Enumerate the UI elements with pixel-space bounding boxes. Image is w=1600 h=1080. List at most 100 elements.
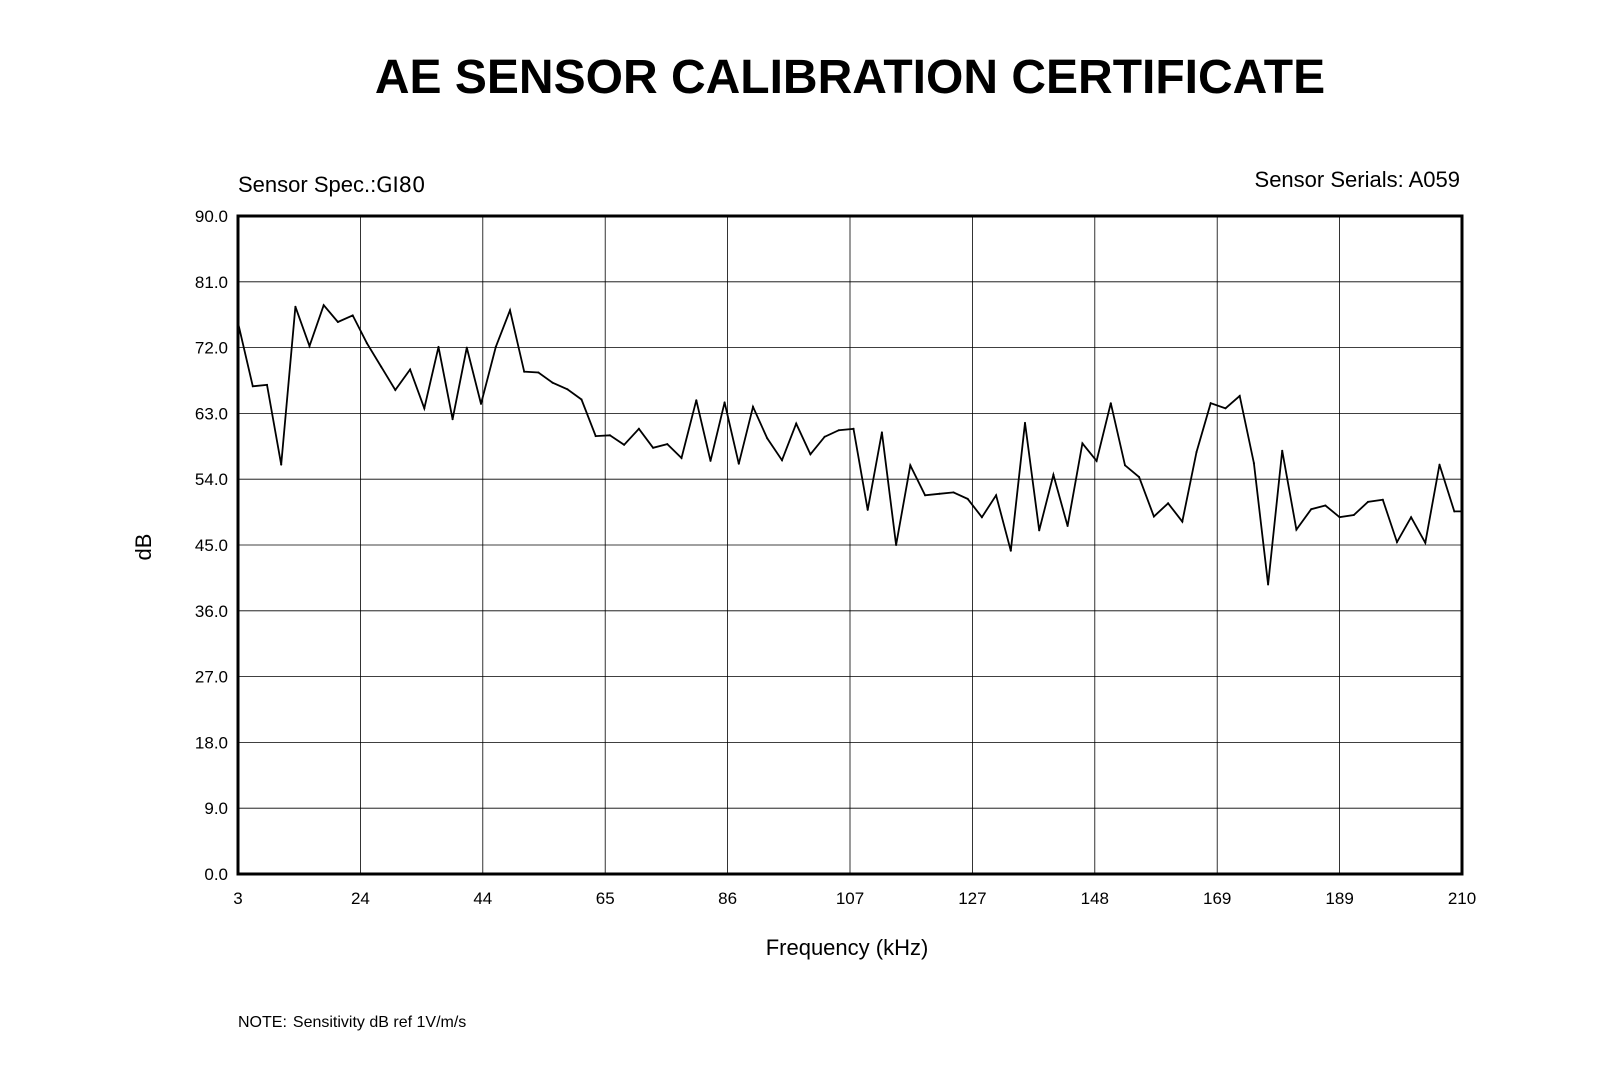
data-point [1095,459,1098,462]
data-point [594,435,597,438]
x-tick-label: 86 [718,889,737,908]
data-point [1281,449,1284,452]
data-point [1152,515,1155,518]
data-point [322,304,325,307]
x-tick-label: 107 [836,889,864,908]
data-point [1424,541,1427,544]
y-axis-label: dB [131,534,156,561]
data-point [623,443,626,446]
y-tick-label: 27.0 [195,668,228,687]
y-tick-labels: 0.0 9.0 18.0 27.0 36.0 45.0 54.0 63.0 72.0 81.0 90… [195,207,228,884]
sensor-spec: Sensor Spec.:GI80 [238,172,425,198]
sensor-serial-value: A059 [1408,167,1460,192]
data-point [1238,394,1241,397]
data-point [1224,407,1227,410]
x-tick-label: 210 [1448,889,1476,908]
data-point [737,462,740,465]
data-point [509,309,511,312]
y-tick-label: 9.0 [204,799,228,818]
data-point [909,464,912,467]
x-tick-label: 189 [1325,889,1353,908]
data-point [1410,516,1413,519]
y-tick-label: 63.0 [195,404,228,423]
x-tick-label: 3 [233,889,242,908]
data-point [566,388,569,391]
data-point [666,443,669,446]
data-point [852,427,855,430]
data-point [1038,529,1041,532]
note: NOTE: Sensitivity dB ref 1V/m/s [238,1014,466,1032]
data-point [280,463,283,466]
x-tick-labels: 3 24 44 65 86 107 127 148 169 189 210 [233,889,1476,908]
data-point [823,435,826,438]
sensor-serial: Sensor Serials: A059 [1255,167,1460,193]
data-point [523,370,526,373]
data-point [1024,421,1026,424]
x-tick-label: 44 [473,889,492,908]
y-tick-label: 0.0 [204,865,228,884]
data-point [1138,476,1141,478]
data-point [1295,528,1298,531]
data-point [1081,442,1084,445]
y-tick-label: 18.0 [195,733,228,752]
data-point [480,402,482,405]
data-point [1267,583,1270,586]
data-point [251,385,254,388]
x-tick-label: 127 [958,889,986,908]
data-point [365,342,368,345]
x-tick-label: 24 [351,889,370,908]
data-point [294,305,297,308]
y-tick-label: 90.0 [195,207,228,226]
data-point [1209,402,1212,405]
data-point [995,494,998,497]
x-tick-label: 65 [596,889,615,908]
y-tick-label: 36.0 [195,602,228,621]
data-point [394,389,397,391]
data-point [451,418,454,421]
x-tick-label: 148 [1081,889,1109,908]
data-point [695,399,698,402]
data-point [1396,541,1398,544]
plot-frame [236,214,1464,876]
data-point [1109,402,1112,405]
data-point [308,345,311,348]
data-point [1066,525,1069,527]
data-point [781,459,783,462]
data-point [580,398,583,401]
note-text: Sensitivity dB ref 1V/m/s [292,1014,467,1031]
data-point [409,368,412,371]
data-point [1352,514,1355,516]
data-point [1124,464,1126,467]
data-point [637,427,640,430]
sensor-serial-label: Sensor Serials: [1254,167,1404,192]
data-point [266,383,268,386]
data-point [465,346,468,349]
data-point [336,321,339,323]
data-point [1324,504,1327,507]
data-point [1181,520,1184,523]
data-point [1195,451,1198,454]
data-point [423,407,426,410]
data-point [837,429,840,432]
data-point [1310,508,1313,511]
data-point [380,365,383,368]
data-point [680,457,683,459]
data-point [1367,500,1369,503]
sensor-spec-value: GI80 [376,173,426,197]
data-point [952,491,955,494]
page-title: AE SENSOR CALIBRATION CERTIFICATE [374,51,1326,104]
data-point [980,516,983,519]
data-point [866,508,869,511]
y-tick-label: 54.0 [195,470,228,489]
data-point [1252,462,1255,465]
data-point [880,431,883,434]
data-point [795,422,798,425]
data-point [752,405,754,408]
data-point [924,494,927,497]
data-point [709,459,712,462]
y-tick-label: 81.0 [195,273,228,292]
data-point [966,497,969,500]
data-point [766,437,769,440]
data-point [494,345,497,348]
